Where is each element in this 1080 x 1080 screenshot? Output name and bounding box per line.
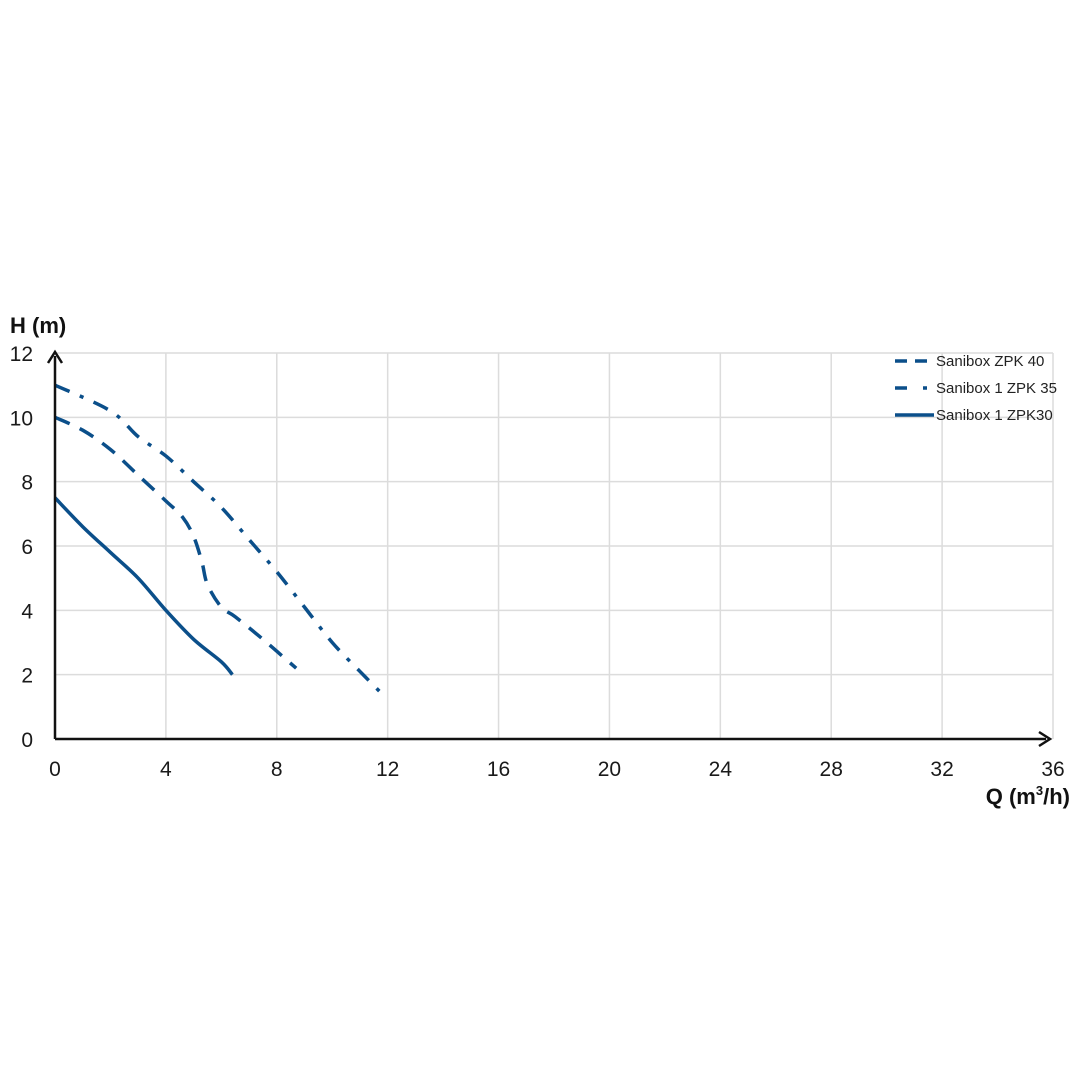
series-line-2	[54, 383, 384, 696]
legend: Sanibox ZPK 40 Sanibox 1 ZPK 35 Sanibox 1 …	[895, 353, 1057, 424]
y-tick-label: 10	[10, 407, 33, 430]
x-axis-title-suffix: /h)	[1043, 784, 1070, 809]
series-line-1	[54, 415, 298, 670]
series-line-3	[53, 496, 234, 676]
y-tick-label: 0	[21, 729, 33, 752]
y-tick-label: 4	[21, 600, 33, 623]
y-tick-label: 12	[10, 343, 33, 366]
x-tick-label: 20	[598, 758, 621, 781]
x-tick-label: 8	[271, 758, 283, 781]
grid	[55, 352, 1054, 739]
x-axis-title: Q (m3/h)	[986, 783, 1070, 809]
x-tick-label: 28	[820, 758, 843, 781]
y-tick-label: 8	[21, 472, 33, 495]
legend-label: Sanibox ZPK 40	[936, 353, 1044, 370]
x-axis-title-superscript: 3	[1036, 783, 1043, 798]
y-tick-label: 2	[21, 665, 33, 688]
legend-label: Sanibox 1 ZPK30	[936, 407, 1053, 424]
x-tick-label: 16	[487, 758, 510, 781]
y-axis-title: H (m)	[10, 313, 66, 338]
x-tick-label: 32	[930, 758, 953, 781]
axes	[46, 349, 1053, 748]
y-axis-arrow	[46, 349, 64, 364]
x-tick-label: 36	[1041, 758, 1064, 781]
x-tick-label: 4	[160, 758, 172, 781]
x-axis-title-prefix: Q (m	[986, 784, 1036, 809]
x-tick-label: 12	[376, 758, 399, 781]
series-lines	[53, 383, 384, 696]
x-tick-label: 24	[709, 758, 733, 781]
x-axis-arrow	[1038, 730, 1053, 748]
x-tick-label: 0	[49, 758, 61, 781]
y-tick-label: 6	[21, 536, 33, 559]
legend-label: Sanibox 1 ZPK 35	[936, 380, 1057, 397]
